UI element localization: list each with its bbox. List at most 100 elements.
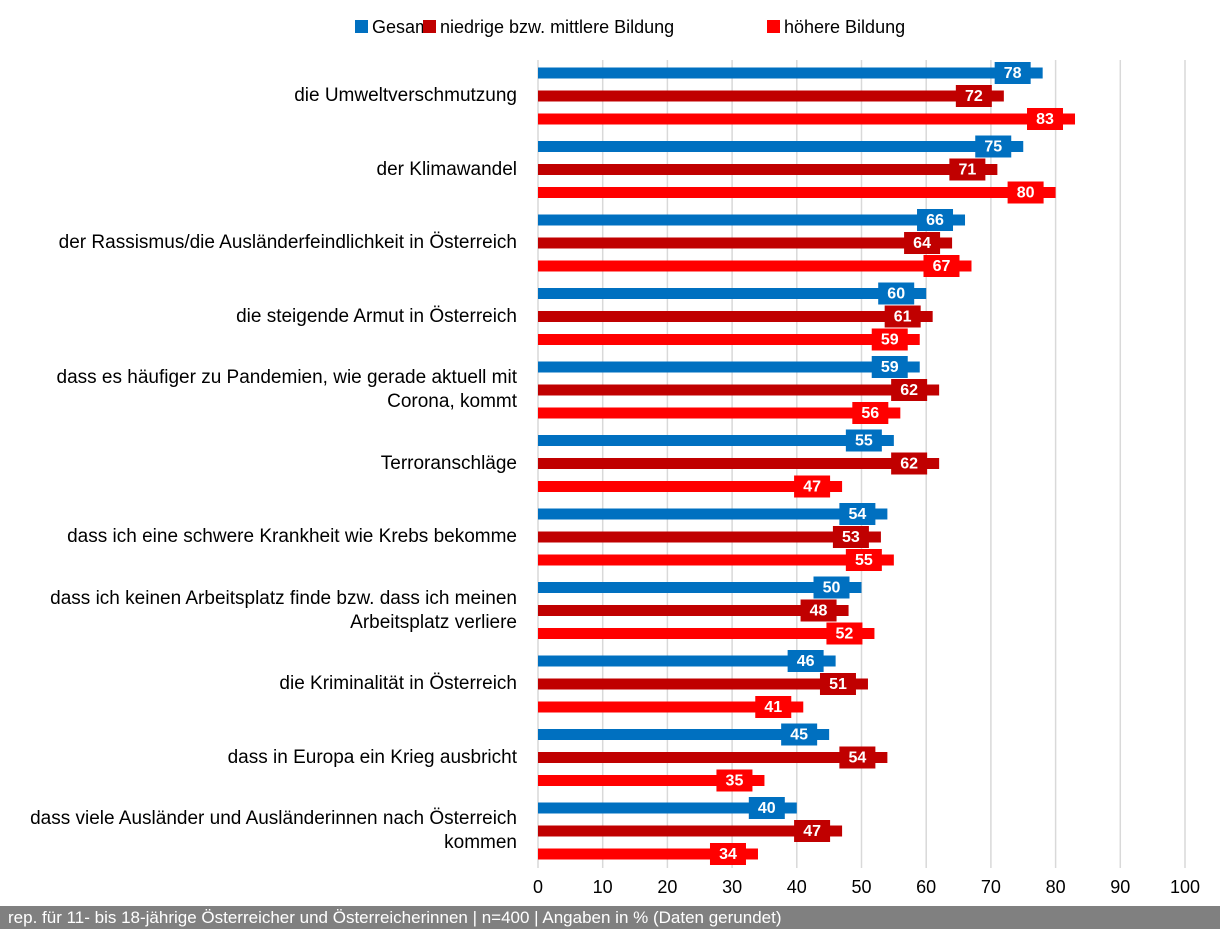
bar bbox=[538, 141, 1024, 152]
bar bbox=[538, 164, 998, 175]
data-label: 60 bbox=[887, 286, 905, 303]
bar bbox=[538, 531, 881, 543]
data-label: 62 bbox=[900, 456, 918, 473]
bar bbox=[538, 701, 804, 713]
data-label: 83 bbox=[1036, 111, 1054, 128]
bar bbox=[538, 582, 862, 593]
data-label: 52 bbox=[836, 626, 854, 643]
category-label: der Rassismus/die Ausländerfeindlichkeit… bbox=[58, 232, 517, 253]
category-label: dass ich keinen Arbeitsplatz finde bzw. … bbox=[50, 587, 517, 633]
data-label-box bbox=[787, 650, 824, 672]
bar bbox=[538, 481, 843, 492]
data-label-box bbox=[1027, 108, 1064, 130]
data-label: 64 bbox=[913, 235, 931, 252]
category-label: die steigende Armut in Österreich bbox=[236, 305, 517, 327]
data-label: 59 bbox=[881, 332, 899, 349]
bar bbox=[538, 361, 920, 373]
data-label: 56 bbox=[861, 405, 879, 422]
x-tick-label: 90 bbox=[1110, 877, 1130, 897]
bar bbox=[538, 90, 1004, 102]
bar bbox=[538, 775, 765, 786]
data-label: 75 bbox=[984, 139, 1002, 156]
bar bbox=[538, 288, 927, 299]
x-tick-label: 60 bbox=[916, 877, 936, 897]
data-label-box bbox=[871, 328, 908, 351]
category-label: die Kriminalität in Österreich bbox=[279, 673, 517, 694]
data-label-box bbox=[852, 402, 889, 424]
x-tick-label: 40 bbox=[787, 877, 807, 897]
data-label: 45 bbox=[790, 727, 808, 744]
bar bbox=[538, 260, 972, 272]
data-label-box bbox=[794, 820, 831, 842]
bar bbox=[538, 384, 940, 396]
legend-swatch bbox=[767, 20, 780, 33]
bar bbox=[538, 508, 888, 520]
data-label: 48 bbox=[810, 603, 828, 620]
category-label: dass in Europa ein Krieg ausbricht bbox=[227, 746, 517, 768]
legend-label: höhere Bildung bbox=[784, 17, 905, 37]
data-label-box bbox=[709, 843, 746, 865]
data-label: 50 bbox=[823, 580, 841, 597]
x-tick-label: 30 bbox=[722, 877, 742, 897]
data-label: 55 bbox=[855, 433, 873, 450]
data-label-box bbox=[755, 696, 792, 718]
data-label-box bbox=[832, 526, 869, 548]
data-label-box bbox=[781, 723, 818, 746]
data-label-box bbox=[794, 475, 831, 498]
data-label: 47 bbox=[803, 823, 821, 840]
category-label: dass viele Ausländer und Ausländerinnen … bbox=[30, 808, 517, 853]
data-label: 67 bbox=[933, 258, 951, 275]
category-label: dass es häufiger zu Pandemien, wie gerad… bbox=[56, 367, 517, 412]
data-label: 51 bbox=[829, 676, 847, 693]
bar bbox=[538, 729, 830, 740]
category-label: die Umweltverschmutzung bbox=[294, 85, 517, 106]
bar bbox=[538, 605, 849, 616]
data-label-box bbox=[871, 356, 908, 378]
legend-label: niedrige bzw. mittlere Bildung bbox=[440, 17, 674, 37]
data-label: 80 bbox=[1017, 185, 1035, 202]
data-label-box bbox=[845, 549, 882, 571]
data-label: 54 bbox=[848, 506, 866, 523]
data-label-box bbox=[826, 622, 863, 645]
category-label: dass ich eine schwere Krankheit wie Kreb… bbox=[67, 526, 517, 547]
bar bbox=[538, 435, 894, 446]
x-tick-label: 20 bbox=[657, 877, 677, 897]
data-label-box bbox=[839, 746, 876, 769]
data-label: 61 bbox=[894, 309, 912, 326]
bar bbox=[538, 752, 888, 763]
data-label-box bbox=[1007, 181, 1044, 204]
data-label: 72 bbox=[965, 88, 983, 105]
bar bbox=[538, 214, 966, 226]
data-label-box bbox=[716, 769, 753, 792]
data-label-box bbox=[878, 282, 915, 305]
bar bbox=[538, 237, 953, 249]
x-tick-label: 70 bbox=[981, 877, 1001, 897]
x-tick-label: 50 bbox=[851, 877, 871, 897]
category-label: Terroranschläge bbox=[380, 452, 517, 474]
data-label-box bbox=[975, 135, 1012, 158]
data-label: 53 bbox=[842, 529, 860, 546]
bar bbox=[538, 311, 933, 322]
data-label-box bbox=[891, 452, 928, 475]
data-label: 34 bbox=[719, 846, 737, 863]
data-label: 41 bbox=[764, 699, 782, 716]
bar bbox=[538, 825, 843, 837]
data-label-box bbox=[845, 429, 882, 452]
x-tick-label: 100 bbox=[1170, 877, 1200, 897]
data-label: 54 bbox=[848, 750, 866, 767]
x-tick-label: 10 bbox=[593, 877, 613, 897]
data-label: 46 bbox=[797, 653, 815, 670]
data-label-box bbox=[819, 673, 856, 695]
x-tick-label: 0 bbox=[533, 877, 543, 897]
bar bbox=[538, 67, 1043, 79]
x-tick-label: 80 bbox=[1046, 877, 1066, 897]
data-label-box bbox=[891, 379, 928, 401]
bar bbox=[538, 334, 920, 345]
data-label: 78 bbox=[1004, 65, 1022, 82]
data-label: 71 bbox=[958, 162, 976, 179]
data-label-box bbox=[813, 576, 850, 599]
category-label: der Klimawandel bbox=[376, 158, 517, 180]
data-label-box bbox=[923, 255, 960, 277]
